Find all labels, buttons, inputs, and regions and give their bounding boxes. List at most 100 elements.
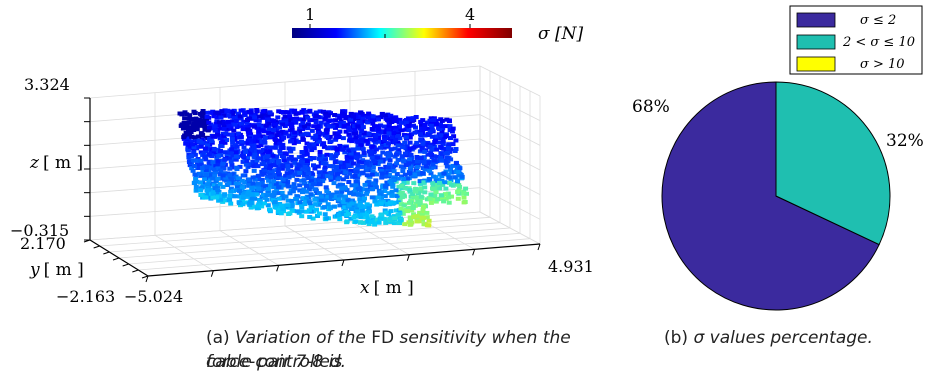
cloud-point (359, 171, 365, 176)
cloud-point (308, 192, 314, 197)
cloud-point (393, 137, 399, 142)
cloud-point (203, 157, 209, 162)
cloud-point (322, 205, 327, 210)
cloud-point (365, 115, 371, 120)
cloud-point (453, 147, 459, 151)
cloud-point (386, 131, 392, 136)
cloud-point (351, 150, 357, 155)
cloud-point (280, 163, 286, 168)
cloud-point (221, 171, 227, 176)
cloud-point (358, 110, 364, 115)
cloud-point (316, 156, 322, 161)
legend-swatch-2 (796, 34, 836, 50)
cloud-point (266, 160, 272, 165)
cloud-point (418, 194, 424, 199)
cloud-point (296, 162, 302, 167)
cloud-point (385, 118, 391, 123)
cloud-point (302, 123, 307, 128)
cloud-point (196, 139, 202, 144)
cloud-point (333, 137, 339, 142)
cloud-point (402, 172, 408, 177)
cloud-point (400, 145, 406, 150)
cloud-point (397, 211, 403, 216)
cloud-point (438, 155, 444, 160)
cloud-point (251, 145, 257, 150)
cloud-point (422, 122, 428, 127)
cloud-point (388, 113, 394, 118)
cloud-point (348, 216, 354, 221)
cloud-point (431, 118, 437, 122)
cloud-point (398, 202, 404, 207)
cloud-point (229, 177, 235, 182)
cloud-point (370, 181, 376, 186)
cloud-point (330, 164, 336, 169)
cloud-point (317, 179, 323, 184)
cloud-point (281, 155, 287, 160)
cloud-point (409, 117, 415, 122)
x-axis-tick (537, 243, 541, 251)
cloud-point (256, 129, 262, 134)
cloud-point (394, 208, 399, 213)
cloud-point (281, 209, 287, 214)
cloud-point (376, 126, 382, 131)
cloud-point (187, 125, 193, 130)
cloud-point (336, 213, 342, 218)
cloud-point (334, 190, 340, 195)
cloud-point (376, 195, 381, 200)
cloud-point (324, 152, 330, 157)
cloud-point (299, 154, 305, 159)
cloud-point (299, 168, 305, 173)
cloud-point (306, 176, 312, 181)
caption-a-line2: force-controlled. (206, 350, 346, 374)
cloud-point (239, 197, 245, 202)
cloud-point (456, 183, 462, 187)
cloud-point (251, 204, 257, 209)
cloud-point (297, 188, 303, 193)
cloud-point (237, 164, 243, 169)
cloud-point (193, 185, 199, 189)
cloud-point (198, 158, 204, 163)
cloud-point (288, 170, 294, 175)
cloud-point (429, 134, 435, 139)
cloud-point (299, 209, 305, 214)
caption-b-text: values percentage. (709, 328, 873, 348)
cloud-point (272, 205, 278, 209)
cloud-point (270, 153, 276, 158)
cloud-point (414, 214, 420, 219)
cloud-point (443, 134, 449, 139)
cloud-point (376, 139, 381, 144)
cloud-point (423, 164, 429, 169)
point-cloud (177, 108, 469, 228)
cloud-point (464, 191, 469, 196)
cloud-point (187, 113, 193, 118)
cloud-point (292, 130, 298, 135)
cloud-point (349, 201, 355, 206)
cloud-point (198, 173, 204, 178)
cloud-point (185, 148, 191, 153)
cloud-point (439, 158, 445, 163)
cloud-point (309, 185, 315, 190)
cloud-point (417, 202, 423, 207)
cloud-point (273, 159, 278, 164)
cloud-point (410, 194, 416, 198)
cloud-point (344, 160, 350, 165)
cloud-point (231, 128, 237, 133)
cloud-point (401, 177, 407, 181)
cloud-point (455, 169, 461, 174)
cloud-point (419, 147, 425, 152)
cloud-point (440, 140, 446, 145)
cloud-point (376, 220, 382, 225)
cloud-point (210, 134, 216, 139)
cloud-point (359, 193, 365, 198)
cloud-point (260, 125, 266, 130)
cloud-point (389, 189, 395, 194)
cloud-point (213, 170, 218, 175)
cloud-point (279, 166, 285, 171)
cloud-point (305, 161, 310, 166)
cloud-point (324, 130, 330, 135)
cloud-point (398, 206, 404, 211)
cloud-point (220, 184, 226, 189)
cloud-point (249, 192, 255, 197)
cloud-point (444, 164, 450, 169)
cloud-point (340, 177, 346, 182)
